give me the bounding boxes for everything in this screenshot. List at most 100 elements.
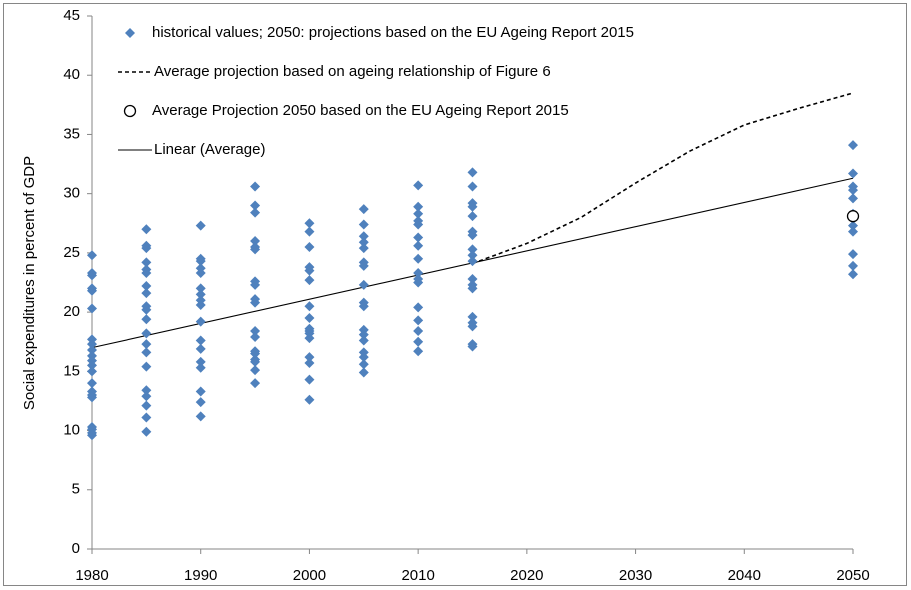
data-point [87,339,97,350]
data-point [467,273,478,284]
data-point [141,224,152,235]
data-point [848,249,858,260]
chart-border [3,3,907,586]
data-point [195,289,206,300]
data-point [141,281,152,292]
data-point [87,250,97,261]
data-point [467,244,478,255]
data-point [467,341,478,352]
x-tick-label: 1980 [75,567,108,584]
data-point [304,218,315,229]
series-line [472,92,854,265]
data-point [195,256,206,267]
data-point [250,331,261,342]
data-point [304,352,315,363]
data-point [358,279,369,290]
data-point [467,321,478,332]
data-point [846,210,860,223]
data-point [250,378,261,389]
data-point [848,260,858,271]
data-point [195,356,206,367]
x-tick-label: 1990 [184,567,217,584]
data-point [141,361,152,372]
data-point [848,193,858,204]
data-point [250,297,261,308]
data-point [467,283,478,294]
data-point [141,412,152,423]
data-point [250,181,261,192]
data-point [304,374,315,385]
data-point [87,360,97,371]
data-point [304,394,315,405]
data-point [358,335,369,346]
data-point [87,303,97,314]
x-tick-label: 2050 [836,567,869,584]
legend-marker [125,28,135,38]
data-point [141,385,152,396]
data-point [413,315,424,326]
data-point [195,335,206,346]
data-point [467,181,478,192]
legend-label: Linear (Average) [154,141,265,158]
data-point [413,302,424,313]
data-point [358,219,369,230]
data-point [195,411,206,422]
y-axis-label: Social expenditures in percent of GDP [21,156,38,410]
y-tick-label: 15 [63,362,80,379]
x-tick-label: 2020 [510,567,543,584]
data-point [467,230,478,241]
data-point [304,241,315,252]
y-tick-label: 10 [63,422,80,439]
data-point [413,326,424,337]
data-point [467,211,478,222]
data-point [87,366,97,377]
x-tick-label: 2030 [619,567,652,584]
data-point [87,430,97,441]
data-point [304,226,315,237]
data-point [195,386,206,397]
data-point [195,362,206,373]
data-point [195,343,206,354]
data-point [250,244,261,255]
data-point [413,336,424,347]
data-point [304,301,315,312]
data-point [304,358,315,369]
data-point [87,270,97,281]
data-point [413,268,424,279]
data-point [413,219,424,230]
data-point [87,285,97,296]
data-point [413,253,424,264]
data-point [195,283,206,294]
data-point [358,237,369,248]
y-tick-label: 35 [63,125,80,142]
data-point [848,269,858,280]
data-point [358,243,369,254]
data-point [467,167,478,178]
data-point [358,329,369,340]
y-tick-label: 0 [72,540,80,557]
data-point [358,231,369,242]
y-tick-label: 30 [63,185,80,202]
data-point [848,185,858,196]
y-tick-label: 20 [63,303,80,320]
data-point [358,359,369,370]
data-point [413,180,424,191]
x-tick-label: 2040 [728,567,761,584]
data-point [141,268,152,279]
x-tick-label: 2010 [401,567,434,584]
data-point [848,168,858,179]
data-point [141,328,152,339]
y-tick-label: 40 [63,66,80,83]
data-point [87,378,97,389]
y-tick-label: 5 [72,481,80,498]
data-point [195,268,206,279]
x-tick-label: 2000 [293,567,326,584]
legend-label: Average Projection 2050 based on the EU … [152,102,569,119]
data-point [141,288,152,299]
data-point [250,348,261,359]
y-tick-label: 45 [63,7,80,24]
data-point [304,333,315,344]
data-point [358,352,369,363]
data-point [141,400,152,411]
